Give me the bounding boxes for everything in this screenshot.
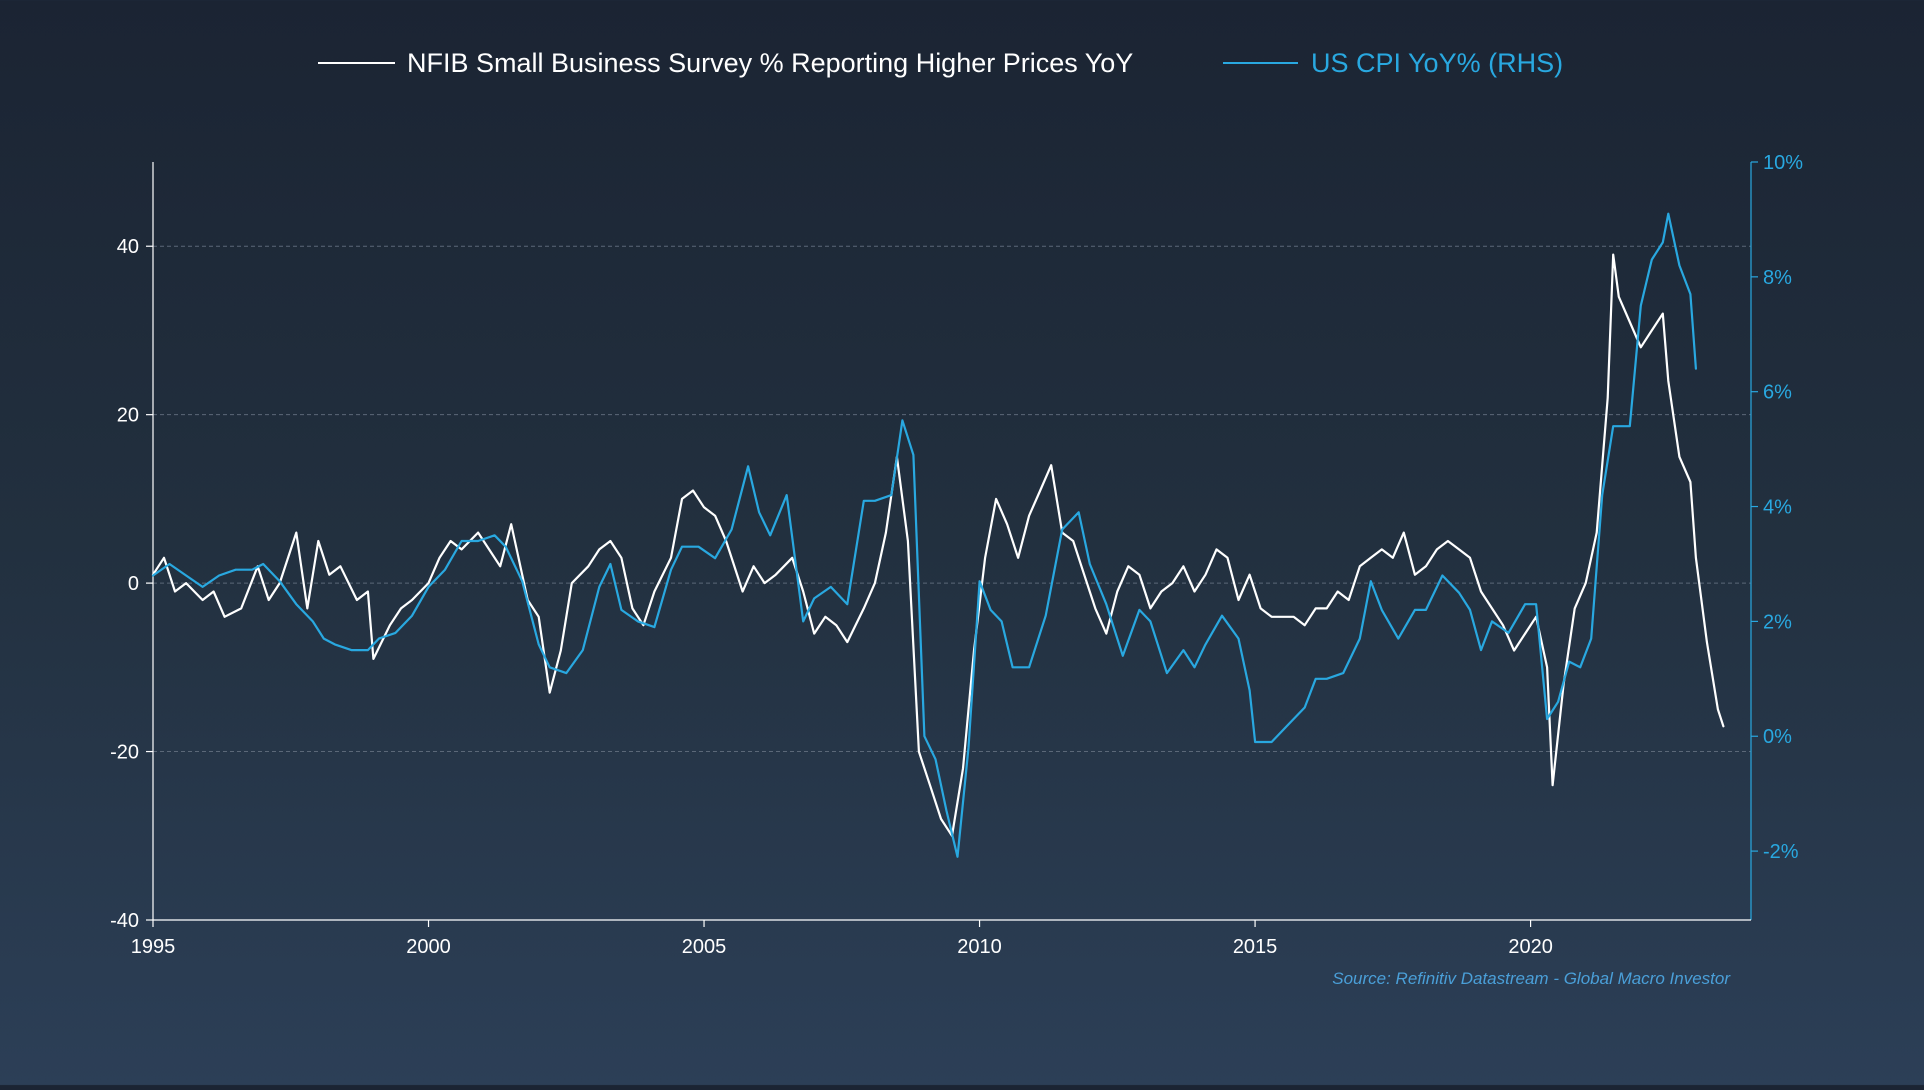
right-axis-tick-label: 8% [1763,267,1792,289]
left-axis-tick-label: 20 [117,405,139,427]
legend: NFIB Small Business Survey % Reporting H… [318,48,1563,78]
x-axis-tick-label: 1995 [131,936,176,958]
series-line-nfib [151,253,1725,837]
series-layer [151,212,1725,858]
left-axis-tick-label: 40 [117,236,139,258]
legend-label-cpi: US CPI YoY% (RHS) [1311,48,1563,78]
legend-label-nfib: NFIB Small Business Survey % Reporting H… [407,48,1133,78]
source-note: Source: Refinitiv Datastream - Global Ma… [1332,969,1731,988]
x-axis-tick-label: 2000 [406,936,451,958]
right-axis-tick-label: 0% [1763,726,1792,748]
right-axis-tick-label: 10% [1763,152,1803,174]
x-axis-tick-label: 2005 [682,936,727,958]
right-axis-tick-label: -2% [1763,841,1799,863]
x-axis-tick-label: 2015 [1233,936,1278,958]
left-axis-tick-label: -40 [110,910,139,932]
right-axis-tick-label: 4% [1763,497,1792,519]
right-axis-tick-label: 6% [1763,382,1792,404]
x-axis-tick-label: 2010 [957,936,1002,958]
left-axis-tick-label: -20 [110,742,139,764]
gridlines [153,245,1751,753]
right-axis-tick-label: 2% [1763,611,1792,633]
left-axis-tick-label: 0 [128,573,139,595]
x-axis-tick-label: 2020 [1508,936,1553,958]
axes: -40 -20 0 20 40 -2% 0% 2% 4% 6% 8% 10% 1995 2000 2005 2… [110,152,1803,958]
series-line-cpi [151,212,1697,858]
